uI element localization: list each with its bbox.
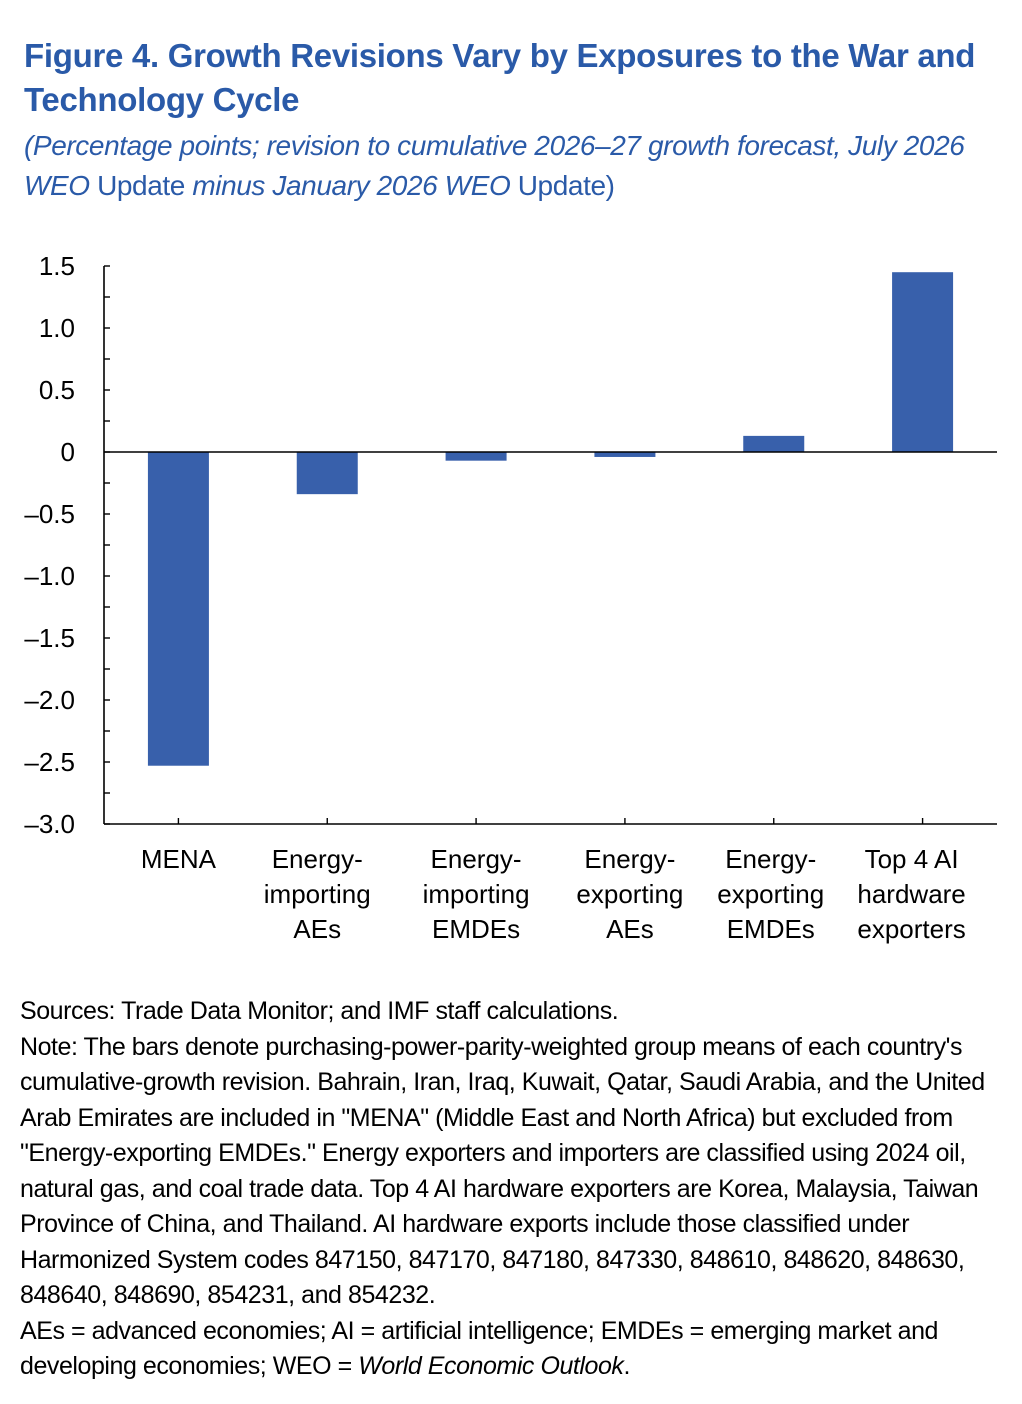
bars [147,272,954,766]
category-label: Energy-exporting AEs [576,844,683,944]
y-tick-label: –2.5 [24,747,75,777]
abbreviations-end: . [623,1352,630,1380]
category-label-line: hardware [857,879,965,909]
figure-subtitle: (Percentage points; revision to cumulati… [24,126,1004,206]
y-tick-label: 0 [61,437,75,467]
category-label: Energy-importing AEs [264,844,371,944]
category-label-line: Energy- [431,844,522,874]
subtitle-part-2: Update [89,170,193,201]
y-tick-label: 1.5 [39,251,75,281]
y-tick-label: 0.5 [39,375,75,405]
category-label: MENA [141,844,217,874]
bar-chart: 1.5 1.0 0.5 0 –0.5 –1.0 –1.5 –2.0 –2.5 –3.0 MENA E… [24,251,997,944]
category-label-line: importing [264,879,371,909]
category-label: Top 4 AI hardware exporters [857,844,965,944]
category-label-line: Energy- [584,844,675,874]
category-label-line: exporters [857,914,965,944]
category-label-line: exporting [717,879,824,909]
subtitle-part-1: (Percentage points; revision to cumulati… [24,130,965,201]
abbreviations-main: AEs = advanced economies; AI = artificia… [20,1316,938,1381]
category-label-line: Energy- [272,844,363,874]
bar [445,452,507,461]
subtitle-part-3: minus January 2026 WEO [192,170,511,201]
category-label-line: Top 4 AI [865,844,959,874]
category-label-line: AEs [606,914,654,944]
abbreviations-text: AEs = advanced economies; AI = artificia… [20,1314,1005,1385]
y-tick-label: –2.0 [24,685,75,715]
y-tick-label: –1.0 [24,561,75,591]
category-label-line: importing [423,879,530,909]
category-label-line: MENA [141,844,217,874]
category-label: Energy-exporting EMDEs [717,844,824,944]
bar [743,435,805,452]
bar [892,272,954,452]
category-label-line: EMDEs [432,914,520,944]
y-tick-label: 1.0 [39,313,75,343]
bar [594,452,656,457]
bar [147,452,209,766]
y-axis: 1.5 1.0 0.5 0 –0.5 –1.0 –1.5 –2.0 –2.5 –3.0 [24,251,110,839]
category-label-line: AEs [293,914,341,944]
category-label-line: EMDEs [727,914,815,944]
y-tick-label: –1.5 [24,623,75,653]
figure-title: Figure 4. Growth Revisions Vary by Expos… [24,37,976,118]
y-tick-label: –0.5 [24,499,75,529]
weo-name: World Economic Outlook [358,1352,624,1380]
bar [296,452,358,495]
category-label-line: Energy- [725,844,816,874]
sources-text: Sources: Trade Data Monitor; and IMF sta… [20,997,619,1025]
notes-section: Sources: Trade Data Monitor; and IMF sta… [20,994,1005,1385]
y-tick-label: –3.0 [24,809,75,839]
category-label-line: exporting [576,879,683,909]
note-text: Note: The bars denote purchasing-power-p… [20,1032,985,1310]
category-label: Energy-importing EMDEs [423,844,530,944]
subtitle-part-4: Update) [510,170,615,201]
